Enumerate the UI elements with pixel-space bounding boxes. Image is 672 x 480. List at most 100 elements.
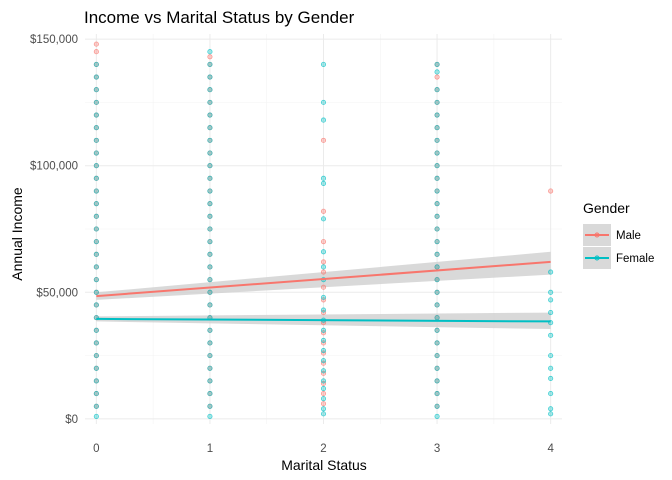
point-female	[434, 264, 440, 270]
point-female	[207, 353, 213, 359]
point-female	[320, 307, 327, 313]
point-male	[93, 49, 99, 55]
point-female	[434, 340, 440, 346]
point-female	[434, 61, 440, 67]
point-female	[207, 112, 213, 118]
point-female	[93, 74, 99, 80]
point-female	[434, 99, 440, 105]
point-male	[320, 239, 327, 245]
point-male	[320, 137, 327, 143]
point-female	[207, 137, 213, 143]
point-female	[434, 175, 440, 181]
point-female	[93, 150, 99, 156]
point-male	[207, 54, 213, 60]
trend-line-female	[96, 317, 551, 323]
legend-label-female: Female	[616, 253, 654, 265]
point-female	[93, 61, 99, 67]
x-tick-label: 4	[547, 443, 554, 455]
point-female	[93, 137, 99, 143]
point-female	[93, 163, 99, 169]
point-female	[548, 391, 554, 397]
point-female	[434, 277, 440, 283]
y-tick-label: $0	[65, 414, 78, 426]
point-female	[434, 302, 440, 308]
y-tick-label: $50,000	[36, 287, 78, 299]
point-female	[207, 327, 213, 333]
point-female	[93, 327, 99, 333]
point-male	[320, 259, 327, 265]
point-female	[434, 112, 440, 118]
point-female	[320, 264, 327, 270]
point-female	[93, 99, 99, 105]
point-female	[93, 251, 99, 257]
point-female	[320, 378, 327, 384]
legend-key-point	[594, 255, 600, 261]
point-female	[320, 99, 327, 105]
point-female	[434, 315, 440, 321]
point-male	[548, 188, 554, 194]
point-female	[207, 49, 213, 55]
point-female	[320, 406, 327, 412]
point-female	[320, 180, 327, 186]
point-female	[207, 150, 213, 156]
point-female	[207, 239, 213, 245]
point-female	[548, 269, 554, 275]
x-tick-label: 3	[434, 443, 440, 455]
point-female	[207, 391, 213, 397]
chart-title: Income vs Marital Status by Gender	[84, 8, 355, 27]
y-axis-title: Annual Income	[9, 187, 25, 281]
point-female	[434, 188, 440, 194]
point-female	[93, 365, 99, 371]
point-female	[93, 264, 99, 270]
point-female	[93, 213, 99, 219]
point-female	[93, 391, 99, 397]
point-female	[207, 302, 213, 308]
point-female	[207, 264, 213, 270]
point-female	[434, 378, 440, 384]
point-female	[434, 163, 440, 169]
point-female	[434, 391, 440, 397]
point-female	[320, 337, 327, 343]
point-female	[320, 216, 327, 222]
legend-key-point	[594, 232, 600, 238]
point-female	[320, 249, 327, 255]
point-female	[207, 289, 213, 295]
trend-lines	[96, 260, 551, 323]
point-male	[320, 208, 327, 214]
point-female	[207, 378, 213, 384]
point-male	[320, 391, 327, 397]
point-female	[93, 277, 99, 283]
point-female	[548, 297, 554, 303]
point-female	[320, 368, 327, 374]
x-axis-title: Marital Status	[281, 457, 367, 473]
x-tick-label: 2	[320, 443, 326, 455]
point-female	[320, 411, 327, 417]
point-female	[548, 332, 554, 338]
point-female	[207, 87, 213, 93]
point-female	[207, 226, 213, 232]
point-female	[434, 365, 440, 371]
point-female	[93, 289, 99, 295]
point-female	[548, 406, 554, 412]
point-female	[548, 411, 554, 417]
point-female	[93, 239, 99, 245]
legend-label-male: Male	[616, 230, 641, 242]
point-female	[207, 340, 213, 346]
point-female	[434, 213, 440, 219]
point-female	[548, 375, 554, 381]
point-female	[320, 117, 327, 123]
point-female	[207, 201, 213, 207]
point-female	[434, 201, 440, 207]
point-female	[93, 175, 99, 181]
point-female	[207, 277, 213, 283]
point-female	[548, 353, 554, 359]
point-female	[320, 396, 327, 402]
point-female	[320, 61, 327, 67]
point-female	[207, 188, 213, 194]
trend-line-male	[96, 260, 551, 298]
data-points	[93, 41, 554, 419]
point-female	[207, 61, 213, 67]
point-female	[207, 99, 213, 105]
point-female	[434, 239, 440, 245]
point-female	[207, 163, 213, 169]
